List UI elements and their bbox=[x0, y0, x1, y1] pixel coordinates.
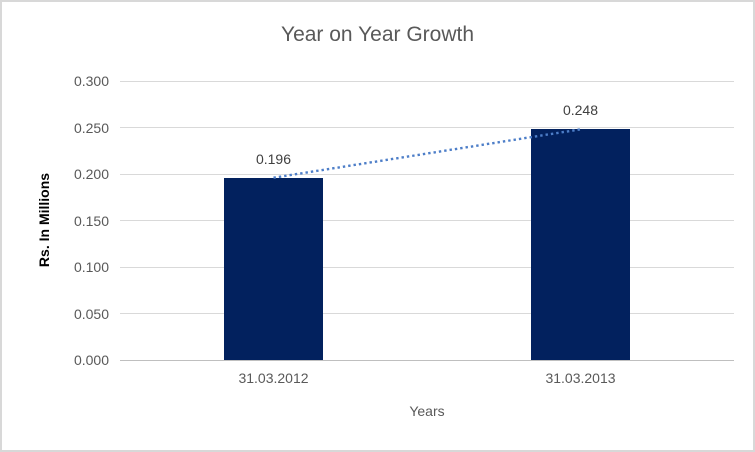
x-axis-line bbox=[120, 359, 734, 361]
bar bbox=[224, 177, 323, 360]
x-tick-label: 31.03.2013 bbox=[545, 370, 616, 386]
y-tick-label: 0.200 bbox=[73, 166, 109, 182]
y-tick-label: 0.150 bbox=[73, 212, 109, 229]
bar-data-label: 0.196 bbox=[255, 150, 292, 167]
y-tick-label: 0.300 bbox=[73, 73, 109, 89]
bar bbox=[531, 129, 630, 360]
x-axis-title: Years bbox=[409, 403, 445, 419]
y-tick-label: 0.050 bbox=[73, 305, 109, 322]
y-tick-label: 0.250 bbox=[73, 119, 109, 136]
x-tick-label: 31.03.2012 bbox=[238, 370, 309, 386]
gridline bbox=[120, 173, 734, 175]
gridline bbox=[120, 220, 734, 221]
y-tick-label: 0.100 bbox=[73, 259, 109, 275]
y-tick-label: 0.000 bbox=[73, 352, 109, 368]
gridline bbox=[120, 127, 734, 128]
plot-area: 0.196 0.248 bbox=[120, 80, 734, 361]
chart-title: Year on Year Growth bbox=[280, 23, 475, 46]
gridline bbox=[120, 313, 734, 314]
gridline bbox=[120, 80, 734, 82]
trendline bbox=[273, 128, 581, 179]
gridline bbox=[120, 266, 734, 268]
bar-data-label: 0.248 bbox=[562, 102, 599, 119]
